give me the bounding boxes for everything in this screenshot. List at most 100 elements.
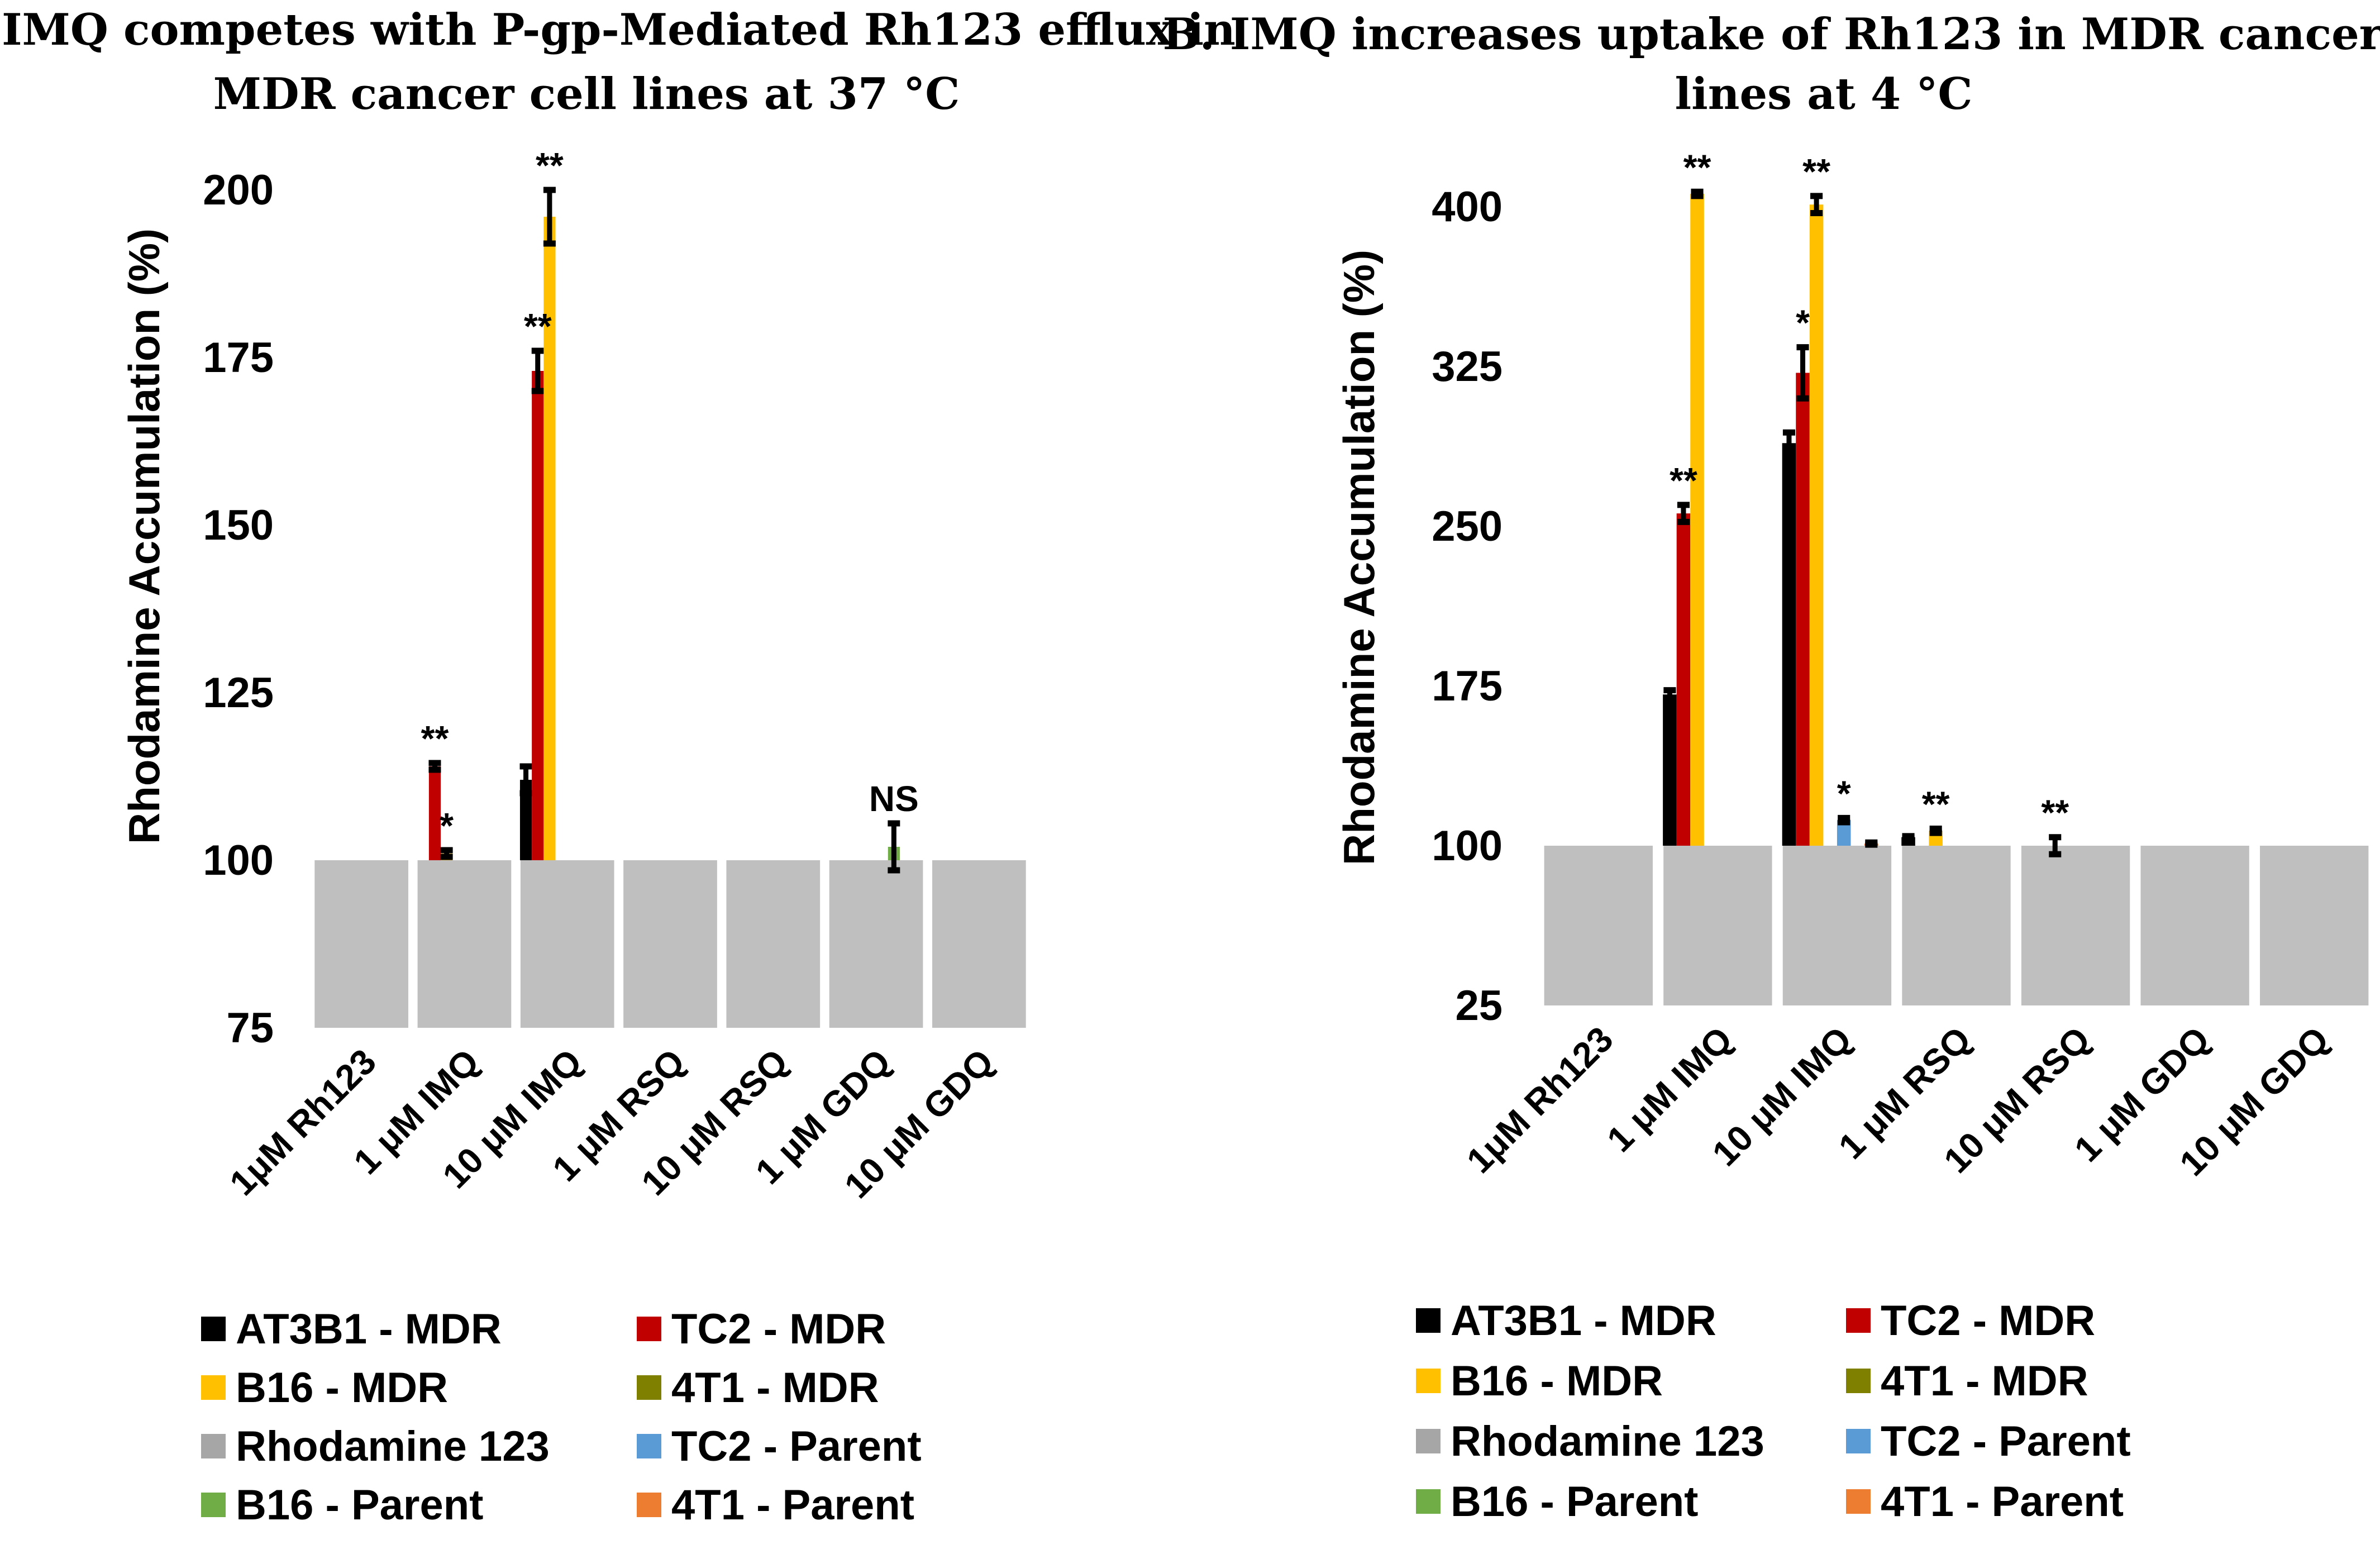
chart-a-significance-annotation: * [440,805,454,846]
chart-a-legend-item-4t1-mdr: 4T1 - MDR [637,1364,879,1412]
chart-a-bar-rhodamine-123 [726,860,821,1028]
chart-b-legend-swatch [1416,1369,1441,1393]
chart-b-title-line-2: lines at 4 °C [1675,69,1973,120]
chart-b-bar-rhodamine-123 [2260,846,2369,1005]
chart-b-legend-label: Rhodamine 123 [1451,1418,1764,1465]
chart-b-error-bar-b16-mdr [1810,193,1823,216]
chart-b-x-tick-label: 1μM Rh123 [1459,1019,1621,1181]
chart-b-legend-item-tc2-parent: TC2 - Parent [1846,1418,2131,1465]
chart-b-legend-swatch [1846,1369,1871,1393]
chart-b-bar-rhodamine-123 [1902,846,2011,1005]
chart-b-legend-label: 4T1 - Parent [1881,1478,2124,1526]
chart-b-legend-label: TC2 - MDR [1881,1297,2095,1345]
chart-a-legend-label: 4T1 - Parent [671,1481,914,1529]
chart-a-legend-item-tc2-mdr: TC2 - MDR [637,1305,886,1353]
chart-a-bar-rhodamine-123 [520,860,614,1028]
chart-a-y-tick-label: 125 [203,669,274,717]
chart-b-significance-annotation: ** [1802,151,1830,192]
chart-a-bar-rhodamine-123 [314,860,408,1028]
chart-b-significance-annotation: ** [1670,460,1697,500]
chart-a-legend-label: B16 - MDR [236,1364,448,1412]
chart-b-bar-rhodamine-123 [2021,846,2130,1005]
chart-panel-a: A. IMQ competes with P-gp-Mediated Rh123… [0,4,1236,1529]
chart-a-bar-rhodamine-123 [829,860,923,1028]
chart-b-legend-label: AT3B1 - MDR [1451,1297,1716,1345]
chart-a-error-bar-b16-parent [888,820,900,874]
chart-a-legend-label: Rhodamine 123 [236,1423,550,1470]
chart-b-legend-item-b16-mdr: B16 - MDR [1416,1357,1663,1405]
chart-a-legend-swatch [201,1375,226,1400]
chart-a-y-tick-label: 200 [203,166,274,214]
chart-a-y-axis-label: Rhodamine Accumulation (%) [120,228,169,844]
chart-a-bar-tc2-mdr [532,371,544,860]
chart-b-y-tick-label: 325 [1432,343,1503,390]
chart-b-error-bar-b16-mdr [2049,834,2062,857]
chart-b-error-bar-tc2-mdr [1796,344,1809,402]
chart-b-title-line-1: B. IMQ increases uptake of Rh123 in MDR … [1163,9,2380,60]
chart-a-legend-swatch [637,1493,661,1517]
chart-b-bar-rhodamine-123 [2140,846,2249,1005]
chart-a-legend-swatch [637,1434,661,1458]
chart-a-legend-item-at3b1-mdr: AT3B1 - MDR [201,1305,502,1353]
chart-b-error-bar-at3b1-mdr [1902,833,1915,842]
chart-b-legend-item-4t1-parent: 4T1 - Parent [1846,1478,2124,1526]
chart-b-bar-b16-mdr [1690,194,1704,846]
chart-a-legend-swatch [201,1493,226,1517]
chart-a-legend-item-b16-mdr: B16 - MDR [201,1364,448,1412]
chart-b-legend-swatch [1846,1429,1871,1453]
chart-a-legend-item-rhodamine-123: Rhodamine 123 [201,1423,550,1470]
chart-b-bar-at3b1-mdr [1663,694,1677,846]
chart-b-y-tick-label: 250 [1432,503,1503,550]
chart-a-y-tick-label: 175 [203,334,274,382]
chart-a-error-bar-tc2-mdr [531,347,544,394]
chart-a-x-tick-label: 1μM Rh123 [222,1041,384,1203]
chart-a-legend-label: TC2 - Parent [671,1423,922,1470]
chart-a-bar-at3b1-mdr [519,780,532,860]
chart-b-legend-item-b16-parent: B16 - Parent [1416,1478,1699,1526]
chart-a-bar-tc2-mdr [428,766,441,860]
chart-b-significance-annotation: * [1796,303,1810,343]
chart-b-error-bar-tc2-parent [1838,814,1850,826]
chart-b-legend-swatch [1846,1489,1871,1514]
chart-a-legend-swatch [201,1317,226,1341]
chart-a-legend-label: AT3B1 - MDR [236,1305,502,1353]
chart-b-legend-swatch [1416,1489,1441,1514]
chart-b-y-tick-label: 25 [1455,982,1503,1029]
chart-b-significance-annotation: * [1837,773,1851,813]
chart-a-significance-annotation: ** [524,306,552,346]
chart-b-legend-item-rhodamine-123: Rhodamine 123 [1416,1418,1764,1465]
chart-a-legend-item-tc2-parent: TC2 - Parent [637,1423,922,1470]
chart-b-error-bar-b16-mdr [1929,825,1942,836]
chart-a-error-bar-at3b1-mdr [519,763,532,797]
chart-b-error-bar-at3b1-mdr [1782,429,1796,457]
chart-a-error-bar-b16-mdr [440,847,453,860]
chart-b-bar-rhodamine-123 [1663,846,1772,1005]
chart-b-bar-b16-mdr [1809,204,1824,846]
chart-a-legend-label: 4T1 - MDR [671,1364,879,1412]
chart-a-significance-annotation: ** [536,145,564,185]
chart-a-title-line-1: A. IMQ competes with P-gp-Mediated Rh123… [0,4,1236,55]
chart-b-legend-label: 4T1 - MDR [1881,1357,2088,1405]
chart-b-legend-item-tc2-mdr: TC2 - MDR [1846,1297,2095,1345]
chart-a-legend-item-b16-parent: B16 - Parent [201,1481,484,1529]
chart-b-legend-label: B16 - MDR [1451,1357,1663,1405]
chart-a-error-bar-tc2-mdr [428,760,441,773]
chart-a-y-tick-label: 75 [226,1004,274,1052]
chart-b-significance-annotation: ** [1922,784,1950,824]
chart-a-title-line-2: MDR cancer cell lines at 37 °C [213,69,960,120]
chart-b-error-bar-at3b1-mdr [1663,687,1676,702]
chart-b-error-bar-b16-mdr [1691,188,1704,199]
chart-a-bar-rhodamine-123 [932,860,1026,1028]
chart-b-bar-rhodamine-123 [1782,846,1892,1005]
chart-a-legend-label: TC2 - MDR [671,1305,886,1353]
chart-b-y-tick-label: 175 [1432,662,1503,710]
chart-b-y-axis-label: Rhodamine Accumulation (%) [1334,250,1384,865]
chart-b-y-tick-label: 100 [1432,822,1503,870]
chart-a-legend-swatch [637,1375,661,1400]
chart-a-error-bar-b16-mdr [543,187,556,247]
chart-a-bar-rhodamine-123 [417,860,512,1028]
chart-b-legend-swatch [1846,1308,1871,1333]
chart-b-legend-label: B16 - Parent [1451,1478,1699,1526]
chart-b-bar-tc2-mdr [1796,373,1810,846]
